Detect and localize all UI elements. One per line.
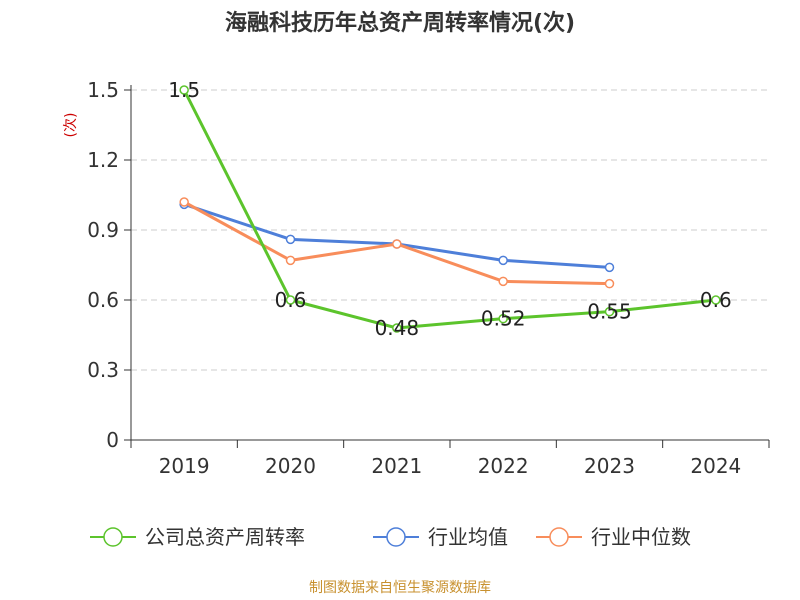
data-label: 0.6	[700, 288, 732, 312]
data-label: 0.55	[587, 300, 632, 324]
legend-marker	[103, 527, 123, 547]
data-point	[392, 323, 402, 333]
source-note: 制图数据来自恒生聚源数据库	[309, 580, 491, 596]
legend-item: 行业中位数	[536, 525, 691, 549]
y-tick-label: 0.9	[87, 218, 119, 242]
legend-item: 行业均值	[373, 525, 508, 549]
x-tick-label: 2024	[690, 454, 741, 478]
legend-label: 行业均值	[428, 525, 508, 549]
data-point	[498, 255, 508, 266]
axes: 0 0.3 0.6 0.9 1.2 1.5 (次) 2019 2020 2021 2022 2023 2…	[63, 78, 770, 478]
x-tick-label: 2021	[371, 454, 422, 478]
chart-title: 海融科技历年总资产周转率情况(次)	[224, 11, 576, 36]
data-label: 0.48	[375, 316, 420, 340]
y-tick-label: 0	[106, 428, 119, 452]
data-point	[392, 239, 402, 249]
data-point	[285, 255, 296, 266]
y-tick-label: 1.5	[87, 78, 119, 102]
grid	[131, 89, 769, 371]
data-point	[498, 313, 508, 324]
x-tick-label: 2022	[478, 454, 529, 478]
data-point	[179, 197, 189, 207]
y-axis-title: (次)	[63, 113, 79, 138]
data-label: 0.6	[275, 288, 307, 312]
y-tick-label: 0.3	[87, 358, 119, 382]
legend-label: 行业中位数	[591, 525, 691, 549]
data-label: 1.5	[168, 78, 200, 102]
legend-item: 公司总资产周转率	[90, 525, 305, 549]
data-label: 0.52	[481, 307, 526, 331]
series-line-0	[182, 89, 716, 330]
legend-label: 公司总资产周转率	[145, 525, 305, 549]
legend: 公司总资产周转率 行业均值 行业中位数	[90, 525, 691, 549]
data-point	[711, 295, 721, 305]
data-point	[604, 278, 615, 289]
data-point	[285, 295, 296, 305]
data-point	[179, 85, 189, 95]
y-tick-label: 0.6	[87, 288, 119, 312]
x-tick-label: 2023	[584, 454, 635, 478]
data-point	[604, 306, 615, 317]
data-point	[604, 262, 615, 273]
legend-marker	[549, 527, 569, 547]
data-point	[285, 234, 296, 245]
series-layer	[179, 85, 721, 333]
legend-marker	[386, 527, 406, 547]
x-tick-label: 2019	[159, 454, 210, 478]
data-point	[498, 276, 508, 287]
y-tick-label: 1.2	[87, 148, 119, 172]
x-tick-label: 2020	[265, 454, 316, 478]
data-labels: 1.5 0.6 0.48 0.52 0.55 0.6	[168, 78, 731, 340]
